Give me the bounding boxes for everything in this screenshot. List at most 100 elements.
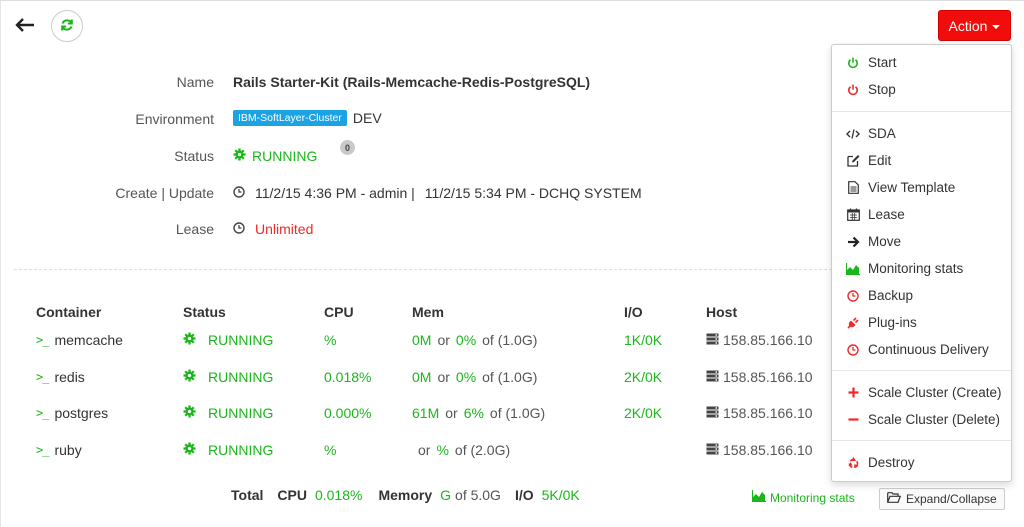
mem-total: of (1.0G): [482, 369, 538, 385]
expand-collapse-button[interactable]: Expand/Collapse: [879, 488, 1005, 510]
environment-badge[interactable]: IBM-SoftLayer-Cluster: [233, 110, 347, 126]
mem-percent: 6%: [463, 405, 484, 421]
menu-item-plugins[interactable]: Plug-ins: [846, 315, 917, 330]
container-host: 158.85.166.10: [706, 332, 813, 348]
lease-text: Unlimited: [255, 221, 314, 237]
menu-item-continuous-delivery[interactable]: Continuous Delivery: [846, 342, 989, 357]
menu-item-scale-delete[interactable]: Scale Cluster (Delete): [846, 412, 1000, 427]
container-io: 2K/0K: [624, 369, 663, 385]
menu-item-sda-label: SDA: [868, 126, 896, 141]
menu-item-start[interactable]: Start: [846, 55, 897, 70]
menu-item-move-label: Move: [868, 234, 902, 249]
menu-item-stop[interactable]: Stop: [846, 82, 896, 97]
container-cpu: %: [324, 332, 337, 348]
container-host: 158.85.166.10: [706, 442, 813, 458]
plus-icon: [846, 386, 860, 400]
total-cpu-value: 0.018%: [314, 487, 363, 503]
mem-used: 0M: [412, 369, 432, 385]
status-label: Status: [174, 148, 214, 164]
menu-item-view-template[interactable]: View Template: [846, 180, 955, 195]
total-label: Total: [231, 487, 264, 503]
terminal-prompt-icon: >_: [36, 333, 49, 347]
menu-item-destroy[interactable]: Destroy: [846, 455, 915, 470]
total-memory-total: of 5.0G: [455, 487, 501, 503]
clock-icon: [233, 185, 245, 201]
host-ip: 158.85.166.10: [723, 332, 813, 348]
environment-value: IBM-SoftLayer-Cluster DEV: [233, 110, 382, 126]
mem-percent: %: [436, 442, 449, 458]
menu-item-backup[interactable]: Backup: [846, 288, 913, 303]
action-button[interactable]: Action: [938, 10, 1011, 41]
lease-value: Unlimited: [233, 221, 313, 237]
menu-item-lease-label: Lease: [868, 207, 905, 222]
container-status-text: RUNNING: [208, 442, 274, 458]
gear-icon: [183, 442, 196, 458]
header-host: Host: [706, 304, 738, 320]
container-host: 158.85.166.10: [706, 369, 813, 385]
container-name-cell[interactable]: >_ ruby: [36, 442, 82, 458]
menu-item-monitoring-stats[interactable]: Monitoring stats: [846, 261, 963, 276]
monitoring-stats-label: Monitoring stats: [770, 490, 855, 505]
refresh-button[interactable]: [51, 10, 83, 42]
server-icon: [706, 442, 719, 458]
calendar-icon: [846, 208, 860, 222]
gear-icon: [233, 148, 246, 164]
container-name: postgres: [54, 405, 109, 421]
terminal-prompt-icon: >_: [36, 406, 49, 420]
menu-item-destroy-label: Destroy: [868, 455, 915, 470]
power-icon: [846, 83, 860, 97]
status-count-badge: 0: [340, 140, 355, 155]
mem-percent: 0%: [455, 369, 477, 385]
plug-icon: [846, 316, 860, 330]
header-cpu: CPU: [324, 304, 354, 320]
menu-item-monitoring-label: Monitoring stats: [868, 261, 964, 276]
menu-item-scale-delete-label: Scale Cluster (Delete): [868, 412, 1001, 427]
refresh-icon: [60, 18, 74, 35]
container-mem: or % of (2.0G): [412, 442, 510, 458]
total-summary: Total CPU 0.018% Memory G of 5.0G I/O 5K…: [231, 487, 580, 503]
clock-icon: [846, 289, 860, 303]
menu-item-lease[interactable]: Lease: [846, 207, 905, 222]
monitoring-stats-link[interactable]: Monitoring stats: [752, 490, 855, 505]
name-label: Name: [176, 74, 214, 90]
mem-used: 61M: [412, 405, 440, 421]
clock-icon: [846, 343, 860, 357]
container-name: ruby: [54, 442, 82, 458]
status-value: RUNNING: [233, 148, 317, 164]
container-host: 158.85.166.10: [706, 405, 813, 421]
container-mem: 0M or 0% of (1.0G): [412, 332, 537, 348]
container-status: RUNNING: [183, 442, 273, 458]
server-icon: [706, 369, 719, 385]
create-time: 11/2/15 4:36 PM - admin |: [255, 185, 415, 201]
container-status-text: RUNNING: [208, 369, 274, 385]
header-mem: Mem: [412, 304, 444, 320]
container-io: 1K/0K: [624, 332, 663, 348]
container-cpu: 0.018%: [324, 369, 372, 385]
arrow-right-icon: [846, 235, 860, 249]
container-name: redis: [54, 369, 85, 385]
mem-used: 0M: [412, 332, 432, 348]
menu-item-sda[interactable]: SDA: [846, 126, 896, 141]
menu-item-edit[interactable]: Edit: [846, 153, 891, 168]
area-chart-icon: [846, 262, 860, 276]
action-dropdown-menu: Start Stop SDA Edit View Template Lease …: [831, 44, 1012, 482]
mem-total: of (2.0G): [454, 442, 511, 458]
container-io: 2K/0K: [624, 405, 663, 421]
menu-item-scale-create[interactable]: Scale Cluster (Create): [846, 385, 1002, 400]
menu-item-edit-label: Edit: [868, 153, 892, 168]
container-name-cell[interactable]: >_ redis: [36, 369, 85, 385]
terminal-prompt-icon: >_: [36, 443, 49, 457]
container-status-text: RUNNING: [208, 405, 274, 421]
container-name-cell[interactable]: >_ memcache: [36, 332, 123, 348]
mem-or: or: [418, 442, 431, 458]
menu-item-move[interactable]: Move: [846, 234, 901, 249]
container-cpu: 0.000%: [324, 405, 372, 421]
menu-item-stop-label: Stop: [868, 82, 896, 97]
container-name-cell[interactable]: >_ postgres: [36, 405, 108, 421]
area-chart-icon: [752, 490, 766, 505]
menu-item-plugins-label: Plug-ins: [868, 315, 917, 330]
menu-divider: [832, 370, 1011, 371]
back-arrow-icon[interactable]: [14, 14, 36, 36]
mem-percent: 0%: [455, 332, 477, 348]
menu-divider: [832, 111, 1011, 112]
